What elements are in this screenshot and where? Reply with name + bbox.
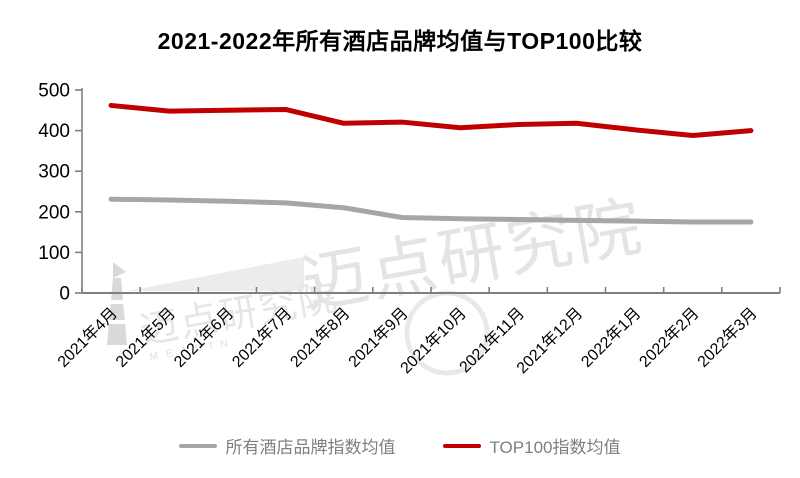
x-category-label: 2022年1月 <box>578 304 645 371</box>
legend-line-swatch-red <box>443 443 482 448</box>
x-category-label: 2021年7月 <box>229 304 296 371</box>
x-category-label: 2022年2月 <box>636 304 703 371</box>
chart-title: 2021-2022年所有酒店品牌均值与TOP100比较 <box>157 28 643 54</box>
legend-item-all-hotels: 所有酒店品牌指数均值 <box>179 433 395 458</box>
y-tick-label: 500 <box>38 81 70 102</box>
legend-item-top100: TOP100指数均值 <box>443 433 621 458</box>
legend-line-swatch-gray <box>179 443 218 448</box>
x-category-label: 2021年5月 <box>112 304 179 371</box>
legend-label-all-hotels: 所有酒店品牌指数均值 <box>225 438 396 457</box>
y-tick-label: 400 <box>38 121 70 142</box>
y-tick-label: 300 <box>38 162 70 183</box>
x-category-label: 2021年8月 <box>287 304 354 371</box>
y-tick-label: 100 <box>38 243 70 264</box>
series-line-top100 <box>108 102 754 138</box>
x-category-label: 2021年4月 <box>54 304 121 371</box>
chart-legend: 所有酒店品牌指数均值 TOP100指数均值 <box>0 433 800 458</box>
x-category-label: 2022年3月 <box>694 304 761 371</box>
series-line-all-hotels <box>108 196 754 225</box>
y-tick-label: 200 <box>38 202 70 223</box>
legend-label-top100: TOP100指数均值 <box>489 438 621 457</box>
y-tick-label: 0 <box>59 284 70 305</box>
x-category-label: 2021年6月 <box>170 304 237 371</box>
